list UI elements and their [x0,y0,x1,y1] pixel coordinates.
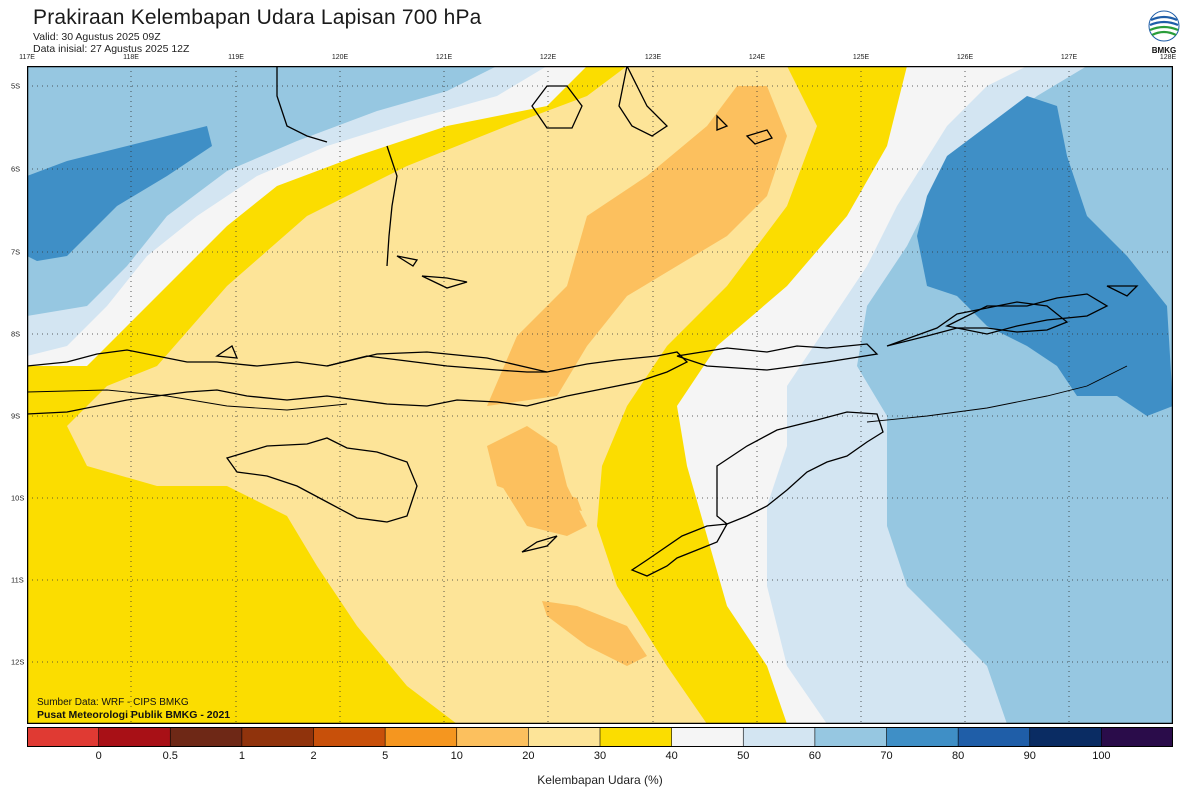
colorbar-tick-label: 100 [1092,750,1111,762]
map-title: Prakiraan Kelembapan Udara Lapisan 700 h… [33,6,482,29]
band-10-20-ne [487,86,787,406]
colorbar-cell [742,727,816,747]
band-70-80-e [917,96,1173,416]
colorbar-tick-label: 2 [310,750,317,762]
logo-text: BMKG [1152,46,1176,55]
band-70-80-nw [27,66,497,316]
colorbar-cell [671,727,745,747]
lon-label: 126E [956,54,974,61]
coast-sulawesi-se [276,66,328,143]
valid-time: Valid: 30 Agustus 2025 09Z [33,31,161,43]
lon-label: 122E [539,54,557,61]
coast-timor-tail [630,523,729,577]
coast-buton [531,85,583,129]
lon-label: 120E [331,54,349,61]
band-80-90-nw [27,126,212,261]
colorbar-cell [98,727,172,747]
lon-label: 125E [852,54,870,61]
band-10-20-sw [542,601,647,666]
lon-label: 119E [228,54,244,61]
colorbar-title: Kelembapan Udara (%) [537,773,663,787]
lon-label: 127E [1060,54,1078,61]
colorbar [27,727,1173,747]
lat-label: 10S [11,493,25,503]
lon-label: 123E [644,54,662,61]
colorbar-tick-label: 20 [522,750,535,762]
init-time: Data inisial: 27 Agustus 2025 12Z [33,43,190,55]
colorbar-tick-label: 60 [808,750,821,762]
lon-label: 117E [19,54,35,61]
colorbar-tick-label: 1 [238,750,245,762]
lat-label: 9S [11,411,21,421]
colorbar-tick-label: 70 [880,750,893,762]
coast-rote [521,535,558,553]
colorbar-tick-label: 0 [95,750,102,762]
lat-label: 5S [11,81,21,91]
lon-label: 121E [435,54,453,61]
lat-label: 7S [11,247,21,257]
colorbar-cell [27,727,100,747]
coast-small-1 [421,275,468,289]
boundary-line-2 [866,365,1128,423]
band-10-20-s2 [507,478,582,511]
colorbar-cell [1029,727,1103,747]
coast-alor [676,343,879,371]
boundary-line [27,389,348,411]
colorbar-tick-label: 30 [593,750,607,762]
coastlines [27,66,1139,577]
colorbar-cell [313,727,386,747]
coast-sumbawa [27,349,689,415]
colorbar-tick-label: 50 [737,750,750,762]
colorbar-tick-label: 0.5 [162,750,178,762]
colorbar-tick-label: 10 [450,750,463,762]
colorbar-cell [456,727,530,747]
coast-small-4 [745,129,773,145]
lat-label: 6S [11,164,21,174]
colorbar-cell [169,727,243,747]
coast-small-5 [1106,285,1139,297]
lat-label: 11S [11,575,24,585]
bmkg-logo-icon: BMKG [1148,10,1180,55]
coast-tanimbar [945,293,1109,335]
coast-selayar [618,66,669,137]
colorbar-tick-label: 5 [382,750,389,762]
colorbar-cell [599,727,673,747]
colorbar-cell [886,727,959,747]
colorbar-cell [528,727,601,747]
colorbar-tick-label: 90 [1023,750,1036,762]
colorbar-cell [957,727,1031,747]
data-source: Sumber Data: WRF - CIPS BMKG [37,697,189,708]
colorbar-cell [384,727,458,747]
coast-sulawesi [386,145,398,267]
lat-label: 12S [11,657,25,667]
lat-label: 8S [11,329,21,339]
coast-timor [716,411,884,525]
colorbar-cell [814,727,888,747]
humidity-map [27,66,1173,724]
grid-lines [27,66,1173,724]
coast-small-3 [716,114,729,131]
producer-credit: Pusat Meteorologi Publik BMKG - 2021 [37,709,231,721]
lon-label: 128E [1159,54,1177,61]
lon-label: 118E [123,54,139,61]
colorbar-cell [1101,727,1173,747]
coast-small-2 [396,255,419,267]
colorbar-tick-label: 80 [952,750,965,762]
lon-label: 124E [748,54,766,61]
colorbar-cell [241,727,315,747]
coast-sumba [225,437,418,523]
colorbar-tick-label: 40 [665,750,678,762]
coast-small-6 [215,345,239,359]
coast-flores [326,351,548,373]
